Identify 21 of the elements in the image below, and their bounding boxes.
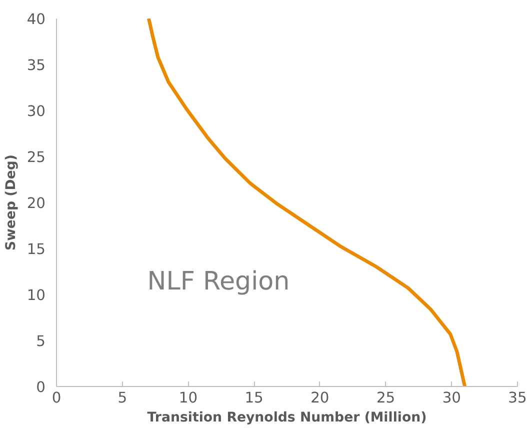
- annotation: NLF Region: [147, 266, 290, 296]
- y-tick-label: 0: [36, 379, 46, 396]
- x-axis-title: Transition Reynolds Number (Million): [147, 410, 427, 426]
- x-tick-label: 15: [244, 390, 264, 406]
- x-tick-label: 0: [52, 390, 62, 406]
- line-series: [146, 18, 467, 386]
- y-tick-label: 25: [26, 149, 46, 166]
- x-tick-label: 25: [376, 390, 396, 406]
- y-tick-label: 5: [36, 333, 46, 350]
- x-tick-label: 30: [442, 390, 461, 406]
- y-tick-label: 10: [26, 287, 46, 304]
- y-tick-label: 30: [26, 103, 46, 120]
- y-tick-label: 40: [26, 11, 46, 28]
- y-tick-label: 35: [26, 57, 46, 74]
- y-tick-label: 15: [26, 241, 46, 258]
- y-axis-title: Sweep (Deg): [4, 154, 19, 250]
- x-tick-label: 20: [310, 390, 330, 406]
- x-tick-label: 10: [178, 390, 198, 406]
- y-tick-label: 20: [26, 195, 46, 212]
- x-tick-label: 35: [508, 390, 527, 406]
- x-tick-label: 5: [118, 390, 128, 406]
